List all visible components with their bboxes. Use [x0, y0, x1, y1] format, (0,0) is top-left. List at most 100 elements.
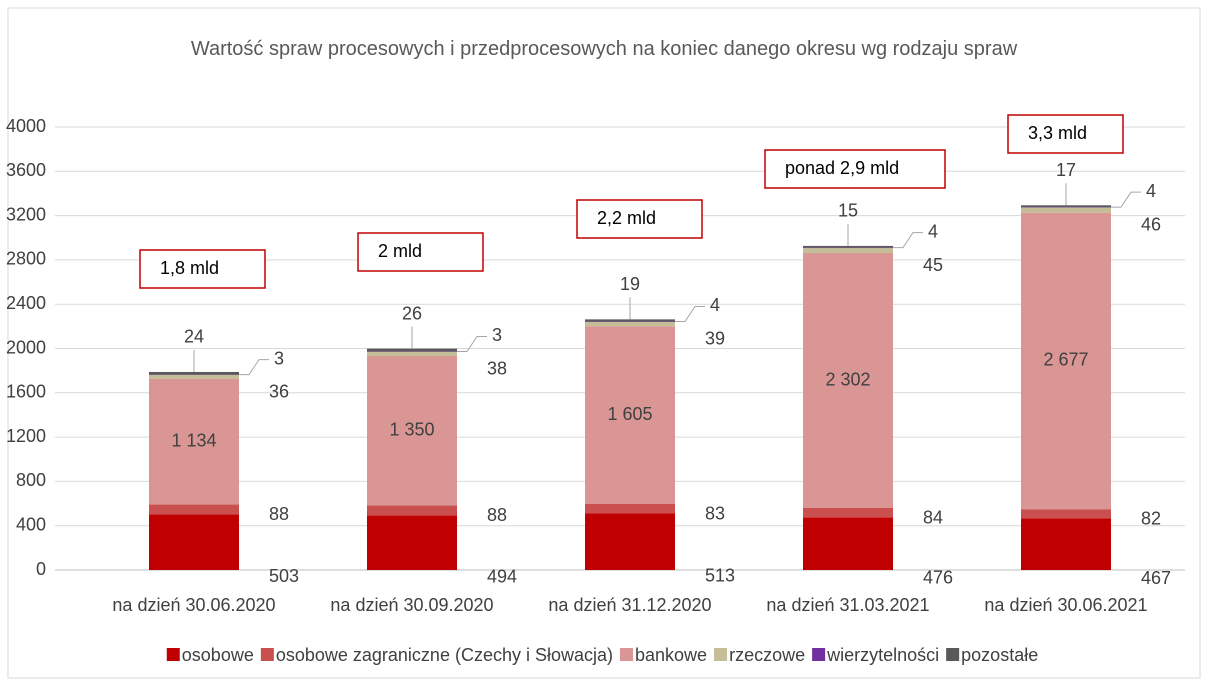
bar-segment: [367, 505, 457, 516]
bar-segment: [1021, 205, 1111, 208]
legend-label: bankowe: [635, 645, 707, 665]
y-tick-label: 3600: [6, 160, 46, 180]
y-tick-label: 1600: [6, 382, 46, 402]
data-label: 2 677: [1043, 350, 1088, 370]
annotation-box: [357, 232, 484, 272]
bar-segment: [803, 253, 893, 508]
bar-segment: [1021, 212, 1111, 510]
data-label: 494: [487, 566, 517, 586]
data-label: 1 350: [389, 420, 434, 440]
data-label: 15: [838, 201, 858, 221]
bar-segment: [803, 248, 893, 254]
x-tick-label: na dzień 30.09.2020: [330, 595, 493, 615]
data-label: 476: [923, 567, 953, 587]
annotation-box: [1007, 114, 1124, 154]
legend-label: osobowe: [182, 645, 254, 665]
bar-segment: [149, 504, 239, 515]
annotation: 1,8 mld: [160, 258, 219, 278]
data-label: 88: [269, 504, 289, 524]
legend-swatch: [946, 648, 960, 661]
bar-segment: [585, 326, 675, 504]
bar-segment: [1021, 207, 1111, 213]
data-label: 82: [1141, 508, 1161, 528]
annotation: 2,2 mld: [597, 208, 656, 228]
legend-label: pozostałe: [961, 645, 1038, 665]
annotation-box: [764, 149, 946, 189]
bar-segment: [803, 507, 893, 518]
data-label: 4: [710, 295, 720, 315]
legend-label: osobowe zagraniczne (Czechy i Słowacja): [276, 645, 613, 665]
legend-swatch: [166, 648, 180, 661]
legend-swatch: [812, 648, 826, 661]
data-label: 467: [1141, 568, 1171, 588]
data-label: 3: [274, 348, 284, 368]
y-tick-label: 400: [16, 514, 46, 534]
y-tick-label: 4000: [6, 116, 46, 136]
bar-segment: [585, 319, 675, 322]
data-label: 36: [269, 382, 289, 402]
y-tick-label: 0: [36, 559, 46, 579]
y-tick-label: 1200: [6, 426, 46, 446]
bar-segment: [149, 378, 239, 505]
x-tick-label: na dzień 30.06.2020: [112, 595, 275, 615]
bar-segment: [367, 348, 457, 352]
data-label: 1 134: [171, 431, 216, 451]
data-label: 503: [269, 566, 299, 586]
bar-segment: [1021, 518, 1111, 570]
data-label: 19: [620, 274, 640, 294]
data-label: 513: [705, 565, 735, 585]
bar-segment: [367, 351, 457, 357]
data-label: 83: [705, 503, 725, 523]
data-label: 84: [923, 507, 943, 527]
x-tick-label: na dzień 31.12.2020: [548, 595, 711, 615]
bar-segment: [1021, 509, 1111, 519]
data-label: 46: [1141, 214, 1161, 234]
annotation: 2 mld: [378, 241, 422, 261]
annotation-box: [139, 249, 266, 289]
bar-segment: [367, 356, 457, 506]
legend-label: rzeczowe: [729, 645, 805, 665]
data-label: 26: [402, 303, 422, 323]
y-tick-label: 2800: [6, 249, 46, 269]
leader-line: [675, 305, 705, 322]
bar-segment: [803, 245, 893, 248]
data-label: 1 605: [607, 404, 652, 424]
bar-segment: [585, 503, 675, 514]
data-label: 38: [487, 359, 507, 379]
y-tick-label: 800: [16, 470, 46, 490]
bar-segment: [149, 374, 239, 379]
annotation-box: [576, 199, 703, 239]
x-tick-label: na dzień 31.03.2021: [766, 595, 929, 615]
data-label: 24: [184, 327, 204, 347]
chart-title: Wartość spraw procesowych i przedproceso…: [190, 38, 1018, 60]
legend-swatch: [714, 648, 728, 661]
legend-label: wierzytelności: [826, 645, 939, 665]
y-tick-label: 3200: [6, 204, 46, 224]
data-label: 39: [705, 329, 725, 349]
leader-line: [893, 232, 923, 249]
bar-segment: [149, 371, 239, 375]
legend-swatch: [260, 648, 274, 661]
bar-segment: [585, 513, 675, 570]
data-label: 17: [1056, 160, 1076, 180]
y-tick-label: 2400: [6, 293, 46, 313]
bar-segment: [803, 517, 893, 570]
annotation: ponad 2,9 mld: [785, 158, 899, 178]
bar-segment: [585, 321, 675, 327]
bar-segment: [149, 514, 239, 570]
y-tick-label: 2000: [6, 337, 46, 357]
leader-line: [239, 359, 269, 376]
x-tick-label: na dzień 30.06.2021: [984, 595, 1147, 615]
legend-swatch: [620, 648, 634, 661]
leader-line: [1111, 191, 1141, 208]
leader-line: [457, 335, 487, 352]
data-label: 45: [923, 255, 943, 275]
annotation: 3,3 mld: [1028, 123, 1087, 143]
data-label: 4: [928, 221, 938, 241]
data-label: 3: [492, 325, 502, 345]
data-label: 2 302: [825, 369, 870, 389]
bar-segment: [367, 515, 457, 570]
data-label: 88: [487, 505, 507, 525]
